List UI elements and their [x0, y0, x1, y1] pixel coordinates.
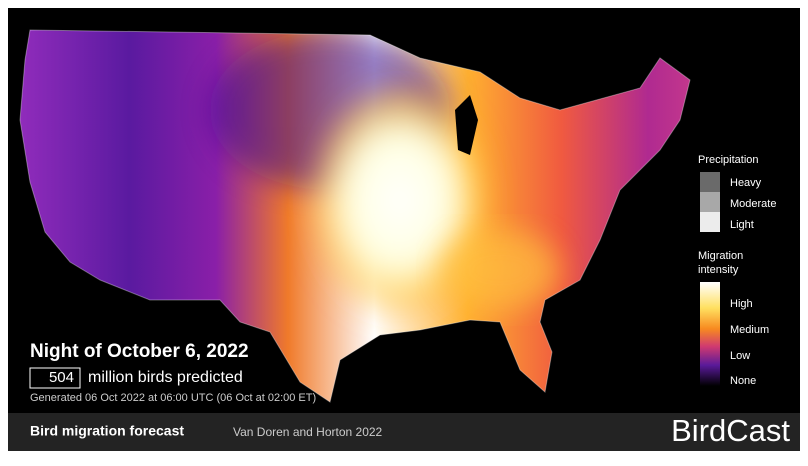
intensity-label: None [730, 375, 756, 387]
footer-title: Bird migration forecast [30, 423, 184, 439]
count-box [29, 367, 81, 389]
intensity-label: Low [730, 350, 750, 362]
bird-count: 504 [49, 369, 74, 386]
night-title: Night of October 6, 2022 [30, 341, 249, 362]
footer-credit: Van Doren and Horton 2022 [233, 425, 383, 439]
footer-bar [8, 413, 800, 451]
heat-medium [440, 230, 560, 310]
precip-swatch [700, 172, 720, 192]
precip-label: Light [730, 219, 754, 231]
intensity-scale [700, 282, 720, 386]
bird-count-label: million birds predicted [88, 369, 243, 386]
precip-title: Precipitation [698, 154, 759, 166]
migration-title: intensity [698, 264, 739, 276]
migration-title: Migration [698, 250, 743, 262]
intensity-label: Medium [730, 324, 769, 336]
generated-note: Generated 06 Oct 2022 at 06:00 UTC (06 O… [30, 392, 316, 404]
lake-michigan [455, 95, 478, 155]
precip-swatch [700, 192, 720, 212]
intensity-label: High [730, 298, 753, 310]
precip-label: Moderate [730, 198, 776, 210]
country-outline [19, 29, 691, 403]
precip-label: Heavy [730, 177, 762, 189]
brand-logo: BirdCast [671, 413, 790, 448]
precip-swatch [700, 212, 720, 232]
